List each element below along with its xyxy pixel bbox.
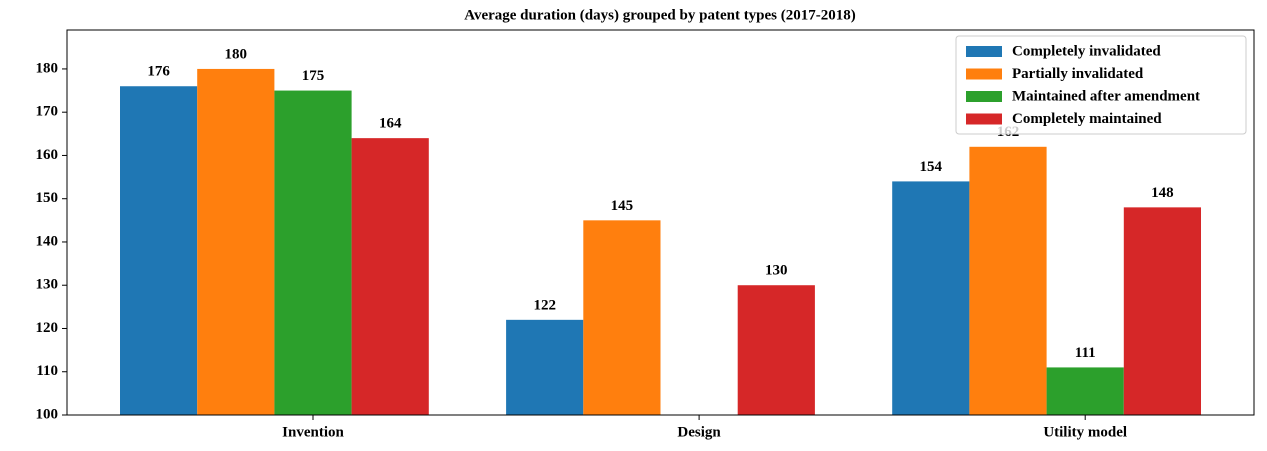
bar — [120, 86, 198, 415]
x-tick-label: Utility model — [1043, 424, 1127, 440]
legend-label: Maintained after amendment — [1012, 88, 1200, 104]
data-label: 154 — [920, 159, 943, 175]
chart-title: Average duration (days) grouped by paten… — [464, 7, 856, 23]
x-tick-label: Design — [677, 424, 721, 440]
legend-swatch — [966, 46, 1002, 57]
bar — [583, 220, 661, 415]
data-label: 122 — [533, 297, 556, 313]
data-label: 175 — [302, 68, 325, 84]
data-label: 111 — [1075, 345, 1096, 361]
bar — [969, 146, 1047, 415]
y-tick-label: 120 — [36, 320, 59, 336]
legend-swatch — [966, 113, 1002, 125]
y-tick-label: 140 — [36, 233, 59, 249]
y-tick-label: 180 — [36, 60, 59, 76]
y-tick-label: 110 — [36, 363, 58, 379]
plot-frame — [66, 29, 1255, 416]
legend-swatch — [966, 91, 1002, 102]
data-label: 180 — [225, 46, 248, 62]
legend-swatch — [966, 68, 1002, 80]
data-label: 148 — [1151, 185, 1174, 201]
bar — [274, 90, 352, 415]
bar — [1046, 367, 1124, 415]
bar — [737, 285, 815, 415]
y-tick-label: 100 — [36, 406, 59, 422]
bar — [1123, 207, 1201, 415]
y-tick-label: 130 — [36, 277, 59, 293]
x-tick-label: Invention — [282, 424, 344, 440]
legend-box — [955, 35, 1247, 135]
bar — [892, 181, 970, 415]
y-tick-label: 150 — [36, 190, 59, 206]
bar — [506, 319, 584, 415]
data-label: 176 — [147, 64, 170, 80]
legend-label: Partially invalidated — [1012, 66, 1144, 82]
data-label: 130 — [765, 263, 788, 279]
y-tick-label: 160 — [36, 147, 59, 163]
data-label: 164 — [379, 116, 402, 132]
legend-label: Completely maintained — [1012, 111, 1162, 127]
data-label: 145 — [611, 198, 634, 214]
bar — [197, 68, 275, 415]
legend-label: Completely invalidated — [1012, 43, 1161, 59]
y-tick-label: 170 — [36, 104, 59, 120]
bar — [351, 138, 429, 416]
